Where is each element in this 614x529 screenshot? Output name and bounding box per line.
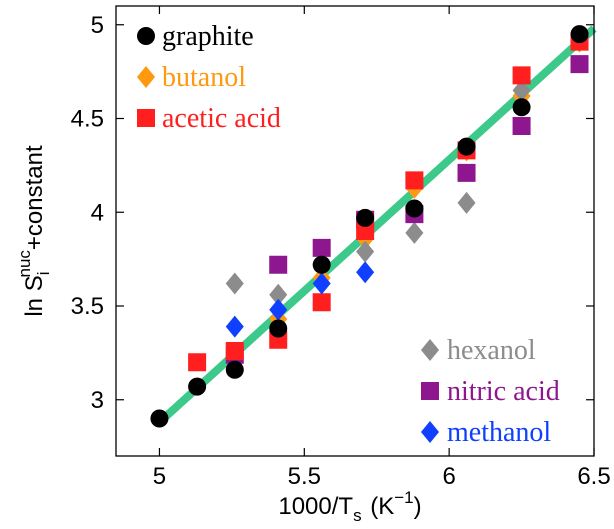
point-graphite: [312, 255, 331, 274]
legend-marker-methanol: [420, 421, 440, 443]
x-tick-label: 5: [153, 463, 166, 490]
point-hexanol: [356, 240, 375, 263]
point-nitric-acid: [570, 55, 589, 74]
legend-label-methanol: methanol: [447, 417, 551, 448]
point-graphite: [150, 409, 169, 428]
legend-marker-graphite: [137, 27, 155, 45]
x-tick-label: 5.5: [288, 463, 321, 490]
point-hexanol: [269, 283, 288, 306]
x-tick-label: 6: [442, 463, 455, 490]
point-methanol: [225, 315, 244, 338]
point-hexanol: [225, 272, 244, 295]
series-graphite: [150, 25, 589, 428]
point-graphite: [405, 199, 424, 218]
point-acetic-acid: [405, 171, 424, 190]
y-tick-label: 5: [91, 12, 104, 39]
point-graphite: [570, 25, 589, 44]
point-acetic-acid: [312, 293, 331, 312]
legend-marker-acetic-acid: [137, 109, 155, 127]
point-nitric-acid: [457, 163, 476, 182]
y-tick-label: 3.5: [71, 293, 104, 320]
markers-layer: [150, 25, 589, 428]
point-acetic-acid: [356, 222, 375, 240]
point-graphite: [457, 137, 476, 156]
legend: graphite butanol acetic acid hexanol nitric …: [136, 21, 560, 448]
legend-label-nitric-acid: nitric acid: [447, 376, 560, 407]
y-axis-title: ln Sinuc+constant: [15, 145, 53, 317]
point-nitric-acid: [312, 238, 331, 257]
x-axis-title: 1000/Ts (K−1): [278, 488, 421, 525]
point-nitric-acid: [269, 255, 288, 274]
legend-entry-methanol: methanol: [420, 417, 551, 448]
point-acetic-acid: [188, 353, 207, 372]
legend-label-graphite: graphite: [162, 21, 254, 52]
point-hexanol: [457, 191, 476, 214]
plot-frame: [115, 5, 595, 457]
ticks-layer: 5 5.5 6 6.5 3 3.5 4 4.5 5: [71, 6, 611, 490]
point-hexanol: [405, 221, 424, 244]
point-acetic-acid: [225, 342, 244, 360]
legend-label-hexanol: hexanol: [447, 335, 536, 366]
y-tick-label: 4.5: [71, 106, 104, 133]
legend-marker-hexanol: [420, 339, 440, 361]
point-acetic-acid: [512, 66, 531, 85]
legend-entry-graphite: graphite: [137, 21, 254, 52]
legend-entry-nitric-acid: nitric acid: [421, 376, 560, 407]
legend-label-butanol: butanol: [162, 62, 246, 93]
series-acetic-acid: [188, 32, 589, 372]
y-tick-label: 3: [91, 387, 104, 414]
point-graphite: [188, 377, 207, 396]
legend-label-acetic-acid: acetic acid: [162, 103, 281, 134]
series-methanol: [225, 261, 375, 338]
point-graphite: [269, 319, 288, 338]
point-methanol: [269, 298, 288, 321]
point-hexanol: [512, 79, 531, 102]
legend-marker-butanol: [136, 66, 156, 88]
legend-entry-acetic-acid: acetic acid: [137, 103, 281, 134]
legend-marker-nitric-acid: [421, 382, 439, 400]
legend-entry-butanol: butanol: [136, 62, 246, 93]
legend-entry-hexanol: hexanol: [420, 335, 536, 366]
point-graphite: [356, 208, 375, 227]
y-axis-title-group: ln Sinuc+constant: [15, 145, 53, 317]
point-nitric-acid: [512, 117, 531, 135]
point-methanol: [356, 261, 375, 284]
point-methanol: [312, 272, 331, 295]
point-graphite: [512, 98, 531, 117]
x-tick-label: 6.5: [577, 463, 610, 490]
y-tick-label: 4: [91, 199, 104, 226]
point-graphite: [225, 360, 244, 379]
